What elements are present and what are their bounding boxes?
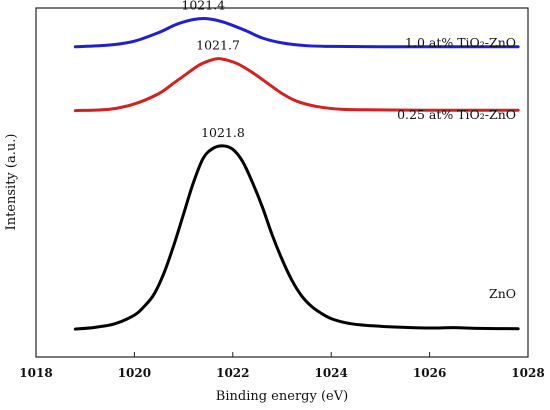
series-label-tio2-1-0: 1.0 at% TiO₂-ZnO bbox=[405, 35, 516, 50]
plot-frame bbox=[35, 7, 529, 358]
x-tick-label-5: 1028 bbox=[511, 366, 544, 380]
x-tick-marks bbox=[35, 352, 529, 357]
series-lines bbox=[73, 16, 520, 331]
series-line-zno bbox=[73, 144, 520, 331]
peak-annotations: 1021.4 1.0 at% TiO₂-ZnO 1021.7 0.25 at% TiO… bbox=[181, 0, 516, 301]
series-line-tio2-1-0 bbox=[73, 16, 520, 49]
x-tick-label-4: 1026 bbox=[413, 366, 446, 380]
series-label-tio2-0-25: 0.25 at% TiO₂-ZnO bbox=[397, 107, 516, 122]
x-tick-label-1: 1020 bbox=[118, 366, 151, 380]
x-axis-title: Binding energy (eV) bbox=[216, 389, 348, 404]
x-tick-label-0: 1018 bbox=[19, 366, 52, 380]
peak-label-tio2-1-0: 1021.4 bbox=[181, 0, 225, 12]
series-label-zno: ZnO bbox=[489, 286, 516, 301]
x-tick-label-3: 1024 bbox=[314, 366, 347, 380]
series-line-tio2-0-25 bbox=[73, 57, 520, 113]
peak-label-zno: 1021.8 bbox=[201, 125, 245, 140]
x-tick-labels: 1018 1020 1022 1024 1026 1028 bbox=[19, 366, 544, 380]
y-axis-title: Intensity (a.u.) bbox=[4, 134, 19, 231]
x-tick-label-2: 1022 bbox=[216, 366, 249, 380]
peak-label-tio2-0-25: 1021.7 bbox=[196, 38, 240, 53]
